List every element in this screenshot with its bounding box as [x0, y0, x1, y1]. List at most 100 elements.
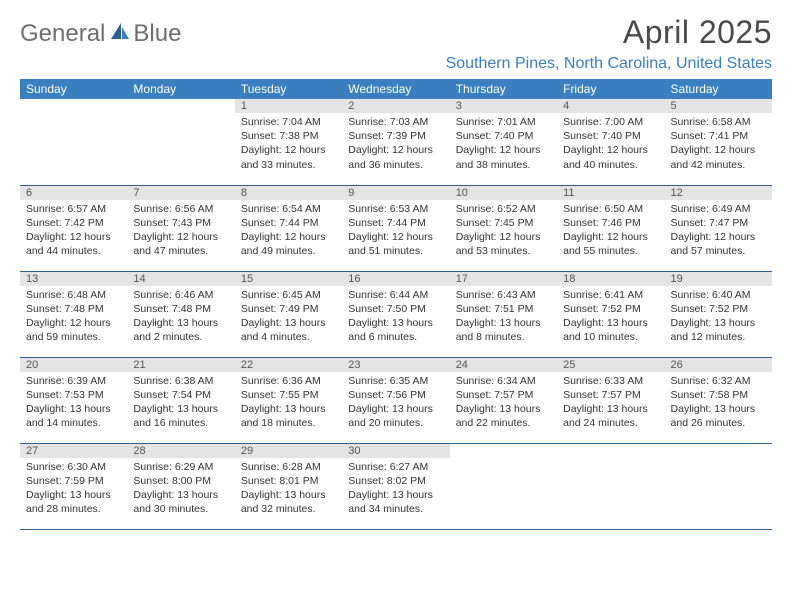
- sunrise-text: Sunrise: 6:43 AM: [456, 288, 551, 302]
- sunset-text: Sunset: 7:52 PM: [671, 302, 766, 316]
- day-number: 2: [342, 99, 449, 113]
- calendar-cell: 16Sunrise: 6:44 AMSunset: 7:50 PMDayligh…: [342, 271, 449, 357]
- calendar-head: SundayMondayTuesdayWednesdayThursdayFrid…: [20, 79, 772, 99]
- day-body: Sunrise: 6:44 AMSunset: 7:50 PMDaylight:…: [342, 286, 449, 349]
- day-number: 10: [450, 186, 557, 200]
- header: General Blue April 2025 Southern Pines, …: [20, 14, 772, 73]
- calendar-cell: [20, 99, 127, 185]
- calendar-cell: 5Sunrise: 6:58 AMSunset: 7:41 PMDaylight…: [665, 99, 772, 185]
- sunrise-text: Sunrise: 6:50 AM: [563, 202, 658, 216]
- logo-word2: Blue: [133, 20, 181, 48]
- sunrise-text: Sunrise: 6:58 AM: [671, 115, 766, 129]
- sunrise-text: Sunrise: 6:46 AM: [133, 288, 228, 302]
- daylight-text: Daylight: 13 hours and 8 minutes.: [456, 316, 551, 344]
- sunrise-text: Sunrise: 6:36 AM: [241, 374, 336, 388]
- day-header: Wednesday: [342, 79, 449, 99]
- day-body: Sunrise: 6:29 AMSunset: 8:00 PMDaylight:…: [127, 458, 234, 521]
- calendar-cell: [557, 443, 664, 529]
- sunrise-text: Sunrise: 7:03 AM: [348, 115, 443, 129]
- sunset-text: Sunset: 7:46 PM: [563, 216, 658, 230]
- day-header: Sunday: [20, 79, 127, 99]
- day-number: 29: [235, 444, 342, 458]
- calendar-cell: 12Sunrise: 6:49 AMSunset: 7:47 PMDayligh…: [665, 185, 772, 271]
- sunset-text: Sunset: 7:39 PM: [348, 129, 443, 143]
- logo: General Blue: [20, 14, 181, 48]
- day-body: Sunrise: 6:38 AMSunset: 7:54 PMDaylight:…: [127, 372, 234, 435]
- sunset-text: Sunset: 7:42 PM: [26, 216, 121, 230]
- day-body: Sunrise: 6:56 AMSunset: 7:43 PMDaylight:…: [127, 200, 234, 263]
- sunset-text: Sunset: 7:58 PM: [671, 388, 766, 402]
- day-number: 11: [557, 186, 664, 200]
- sunrise-text: Sunrise: 7:04 AM: [241, 115, 336, 129]
- daylight-text: Daylight: 13 hours and 6 minutes.: [348, 316, 443, 344]
- sunset-text: Sunset: 7:54 PM: [133, 388, 228, 402]
- calendar-cell: 9Sunrise: 6:53 AMSunset: 7:44 PMDaylight…: [342, 185, 449, 271]
- day-number: 13: [20, 272, 127, 286]
- sunrise-text: Sunrise: 6:57 AM: [26, 202, 121, 216]
- page: General Blue April 2025 Southern Pines, …: [0, 0, 792, 530]
- daylight-text: Daylight: 13 hours and 22 minutes.: [456, 402, 551, 430]
- day-body: Sunrise: 6:49 AMSunset: 7:47 PMDaylight:…: [665, 200, 772, 263]
- sunset-text: Sunset: 7:57 PM: [456, 388, 551, 402]
- daylight-text: Daylight: 12 hours and 55 minutes.: [563, 230, 658, 258]
- day-body: Sunrise: 6:58 AMSunset: 7:41 PMDaylight:…: [665, 113, 772, 176]
- daylight-text: Daylight: 13 hours and 18 minutes.: [241, 402, 336, 430]
- daylight-text: Daylight: 12 hours and 47 minutes.: [133, 230, 228, 258]
- calendar-cell: 11 Sunrise: 6:50 AMSunset: 7:46 PMDayligh…: [557, 185, 664, 271]
- day-body: Sunrise: 7:00 AMSunset: 7:40 PMDaylight:…: [557, 113, 664, 176]
- day-body: Sunrise: 6:40 AMSunset: 7:52 PMDaylight:…: [665, 286, 772, 349]
- sunset-text: Sunset: 7:56 PM: [348, 388, 443, 402]
- sunset-text: Sunset: 8:02 PM: [348, 474, 443, 488]
- calendar-cell: 25Sunrise: 6:33 AMSunset: 7:57 PMDayligh…: [557, 357, 664, 443]
- sunset-text: Sunset: 8:01 PM: [241, 474, 336, 488]
- day-body: Sunrise: 6:32 AMSunset: 7:58 PMDaylight:…: [665, 372, 772, 435]
- daylight-text: Daylight: 13 hours and 32 minutes.: [241, 488, 336, 516]
- day-body: Sunrise: 6:43 AMSunset: 7:51 PMDaylight:…: [450, 286, 557, 349]
- sunset-text: Sunset: 7:55 PM: [241, 388, 336, 402]
- sunrise-text: Sunrise: 7:01 AM: [456, 115, 551, 129]
- calendar-cell: [665, 443, 772, 529]
- day-body: Sunrise: 6:48 AMSunset: 7:48 PMDaylight:…: [20, 286, 127, 349]
- sunrise-text: Sunrise: 6:28 AM: [241, 460, 336, 474]
- calendar-cell: 7Sunrise: 6:56 AMSunset: 7:43 PMDaylight…: [127, 185, 234, 271]
- day-body: Sunrise: 6:36 AMSunset: 7:55 PMDaylight:…: [235, 372, 342, 435]
- day-number: 18: [557, 272, 664, 286]
- sunrise-text: Sunrise: 6:48 AM: [26, 288, 121, 302]
- calendar-table: SundayMondayTuesdayWednesdayThursdayFrid…: [20, 79, 772, 530]
- calendar-cell: [127, 99, 234, 185]
- daylight-text: Daylight: 13 hours and 30 minutes.: [133, 488, 228, 516]
- day-body: Sunrise: 6:28 AMSunset: 8:01 PMDaylight:…: [235, 458, 342, 521]
- daylight-text: Daylight: 13 hours and 14 minutes.: [26, 402, 121, 430]
- daylight-text: Daylight: 12 hours and 33 minutes.: [241, 143, 336, 171]
- day-number: 23: [342, 358, 449, 372]
- daylight-text: Daylight: 13 hours and 28 minutes.: [26, 488, 121, 516]
- day-number: 27: [20, 444, 127, 458]
- sunrise-text: Sunrise: 6:38 AM: [133, 374, 228, 388]
- daylight-text: Daylight: 12 hours and 51 minutes.: [348, 230, 443, 258]
- sunrise-text: Sunrise: 6:44 AM: [348, 288, 443, 302]
- calendar-cell: 29Sunrise: 6:28 AMSunset: 8:01 PMDayligh…: [235, 443, 342, 529]
- sunrise-text: Sunrise: 6:40 AM: [671, 288, 766, 302]
- sunrise-text: Sunrise: 6:45 AM: [241, 288, 336, 302]
- day-number: 9: [342, 186, 449, 200]
- calendar-cell: 2Sunrise: 7:03 AMSunset: 7:39 PMDaylight…: [342, 99, 449, 185]
- day-number: 21: [127, 358, 234, 372]
- daylight-text: Daylight: 13 hours and 34 minutes.: [348, 488, 443, 516]
- calendar-cell: 13Sunrise: 6:48 AMSunset: 7:48 PMDayligh…: [20, 271, 127, 357]
- sunset-text: Sunset: 7:59 PM: [26, 474, 121, 488]
- day-number: 4: [557, 99, 664, 113]
- calendar-cell: 3Sunrise: 7:01 AMSunset: 7:40 PMDaylight…: [450, 99, 557, 185]
- day-body: Sunrise: 6:53 AMSunset: 7:44 PMDaylight:…: [342, 200, 449, 263]
- day-header: Thursday: [450, 79, 557, 99]
- daylight-text: Daylight: 12 hours and 57 minutes.: [671, 230, 766, 258]
- sunset-text: Sunset: 7:40 PM: [456, 129, 551, 143]
- calendar-cell: 14Sunrise: 6:46 AMSunset: 7:48 PMDayligh…: [127, 271, 234, 357]
- day-body: Sunrise: 7:03 AMSunset: 7:39 PMDaylight:…: [342, 113, 449, 176]
- daylight-text: Daylight: 13 hours and 4 minutes.: [241, 316, 336, 344]
- calendar-body: 1Sunrise: 7:04 AMSunset: 7:38 PMDaylight…: [20, 99, 772, 529]
- daylight-text: Daylight: 12 hours and 40 minutes.: [563, 143, 658, 171]
- sunrise-text: Sunrise: 6:27 AM: [348, 460, 443, 474]
- day-body: Sunrise: 6:57 AMSunset: 7:42 PMDaylight:…: [20, 200, 127, 263]
- day-body: Sunrise: 7:01 AMSunset: 7:40 PMDaylight:…: [450, 113, 557, 176]
- day-body: Sunrise: 6:45 AMSunset: 7:49 PMDaylight:…: [235, 286, 342, 349]
